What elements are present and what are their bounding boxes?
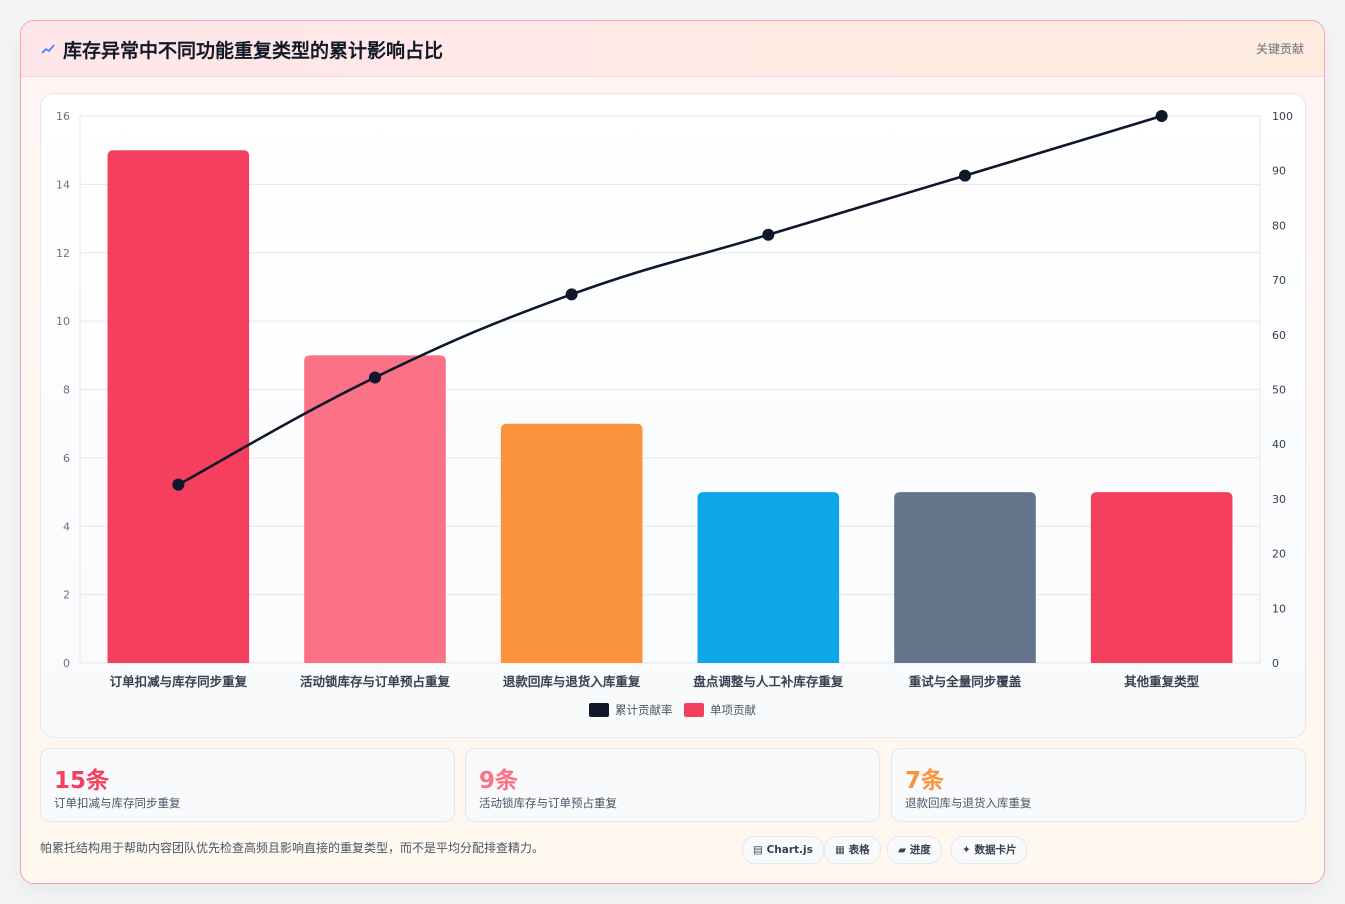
chart-icon: ▤ — [753, 844, 763, 856]
card-header: 库存异常中不同功能重复类型的累计影响占比 关键贡献 — [21, 21, 1324, 77]
bar — [107, 150, 250, 663]
y-left-tick-label: 12 — [56, 247, 70, 260]
progress-icon: ▰ — [898, 844, 907, 856]
stat-card: 9条 活动锁库存与订单预占重复 — [465, 748, 880, 822]
chart-panel: 0 2 4 6 8 10 12 14 16 0 10 20 30 40 50 60 70 80 90 100 订单扣减与… — [40, 93, 1306, 738]
stat-card: 15条 订单扣减与库存同步重复 — [40, 748, 455, 822]
x-tick-label: 活动锁库存与订单预占重复 — [300, 674, 451, 689]
stat-card: 7条 退款回库与退货入库重复 — [891, 748, 1306, 822]
bar — [304, 355, 446, 663]
x-tick-label: 盘点调整与人工补库存重复 — [693, 674, 844, 689]
y-right-tick-label: 70 — [1272, 274, 1286, 287]
legend-swatch-bar — [684, 703, 704, 717]
y-right-tick-label: 80 — [1272, 219, 1286, 232]
chip-label: 进度 — [909, 844, 931, 856]
footnote: 帕累托结构用于帮助内容团队优先检查高频且影响直接的重复类型，而不是平均分配排查精… — [40, 841, 545, 855]
bar — [894, 492, 1036, 663]
cumulative-line — [177, 114, 1163, 486]
chip-label: Chart.js — [766, 844, 813, 856]
stat-label: 退款回库与退货入库重复 — [905, 796, 1032, 810]
bar — [697, 492, 840, 663]
stat-value: 7条 — [905, 768, 945, 794]
y-left-tick-label: 6 — [63, 452, 70, 465]
y-right-tick-label: 20 — [1272, 548, 1286, 561]
chip-table[interactable]: ▦ 表格 — [824, 836, 881, 864]
y-right-tick-label: 90 — [1272, 165, 1286, 178]
cumulative-point — [565, 288, 578, 301]
cumulative-point — [369, 371, 381, 384]
pareto-chart: 0 2 4 6 8 10 12 14 16 0 10 20 30 40 50 60 70 80 90 100 订单扣减与… — [56, 110, 1293, 717]
header-tag: 关键贡献 — [1255, 42, 1304, 56]
y-right-tick-label: 30 — [1272, 493, 1286, 506]
y-left-tick-label: 14 — [56, 178, 70, 191]
legend-label: 累计贡献率 — [615, 703, 673, 717]
trend-icon — [41, 44, 55, 54]
bar — [500, 423, 643, 663]
chip-label: 表格 — [848, 844, 870, 856]
y-left-tick-label: 2 — [63, 589, 70, 602]
x-tick-label: 退款回库与退货入库重复 — [503, 674, 641, 689]
y-right-tick-label: 40 — [1272, 438, 1286, 451]
y-left-tick-label: 4 — [63, 520, 70, 533]
cumulative-point — [172, 478, 185, 491]
cumulative-point — [762, 228, 775, 241]
stat-label: 活动锁库存与订单预占重复 — [479, 796, 617, 810]
x-tick-label: 重试与全量同步覆盖 — [909, 674, 1022, 689]
y-left-tick-label: 0 — [63, 657, 70, 670]
y-left-tick-label: 16 — [56, 110, 70, 123]
chip-data-card[interactable]: ✦ 数据卡片 — [951, 836, 1028, 864]
y-right-tick-label: 50 — [1272, 384, 1286, 397]
stat-value: 9条 — [479, 768, 519, 794]
legend-swatch-line — [589, 703, 609, 717]
cumulative-point — [959, 169, 971, 182]
y-right-tick-label: 0 — [1272, 657, 1279, 670]
legend-label: 单项贡献 — [710, 703, 756, 717]
y-right-tick-label: 60 — [1272, 329, 1286, 342]
y-right-tick-label: 100 — [1272, 110, 1293, 123]
x-tick-label: 订单扣减与库存同步重复 — [110, 674, 248, 689]
stat-label: 订单扣减与库存同步重复 — [54, 796, 181, 810]
table-icon: ▦ — [835, 844, 845, 856]
bar — [1090, 492, 1233, 663]
x-tick-label: 其他重复类型 — [1124, 674, 1200, 689]
chip-chartjs[interactable]: ▤ Chart.js — [742, 836, 824, 864]
y-left-tick-label: 8 — [63, 384, 70, 397]
chip-label: 数据卡片 — [974, 844, 1017, 856]
sparkle-icon: ✦ — [962, 844, 971, 856]
chart-card: 库存异常中不同功能重复类型的累计影响占比 关键贡献 0 2 4 6 8 10 12 14 16 0… — [20, 20, 1325, 884]
chip-progress[interactable]: ▰ 进度 — [887, 836, 942, 864]
cumulative-point — [1155, 110, 1168, 122]
stat-value: 15条 — [54, 768, 110, 794]
y-left-tick-label: 10 — [56, 315, 70, 328]
page-title: 库存异常中不同功能重复类型的累计影响占比 — [63, 40, 444, 62]
y-right-tick-label: 10 — [1272, 602, 1286, 615]
